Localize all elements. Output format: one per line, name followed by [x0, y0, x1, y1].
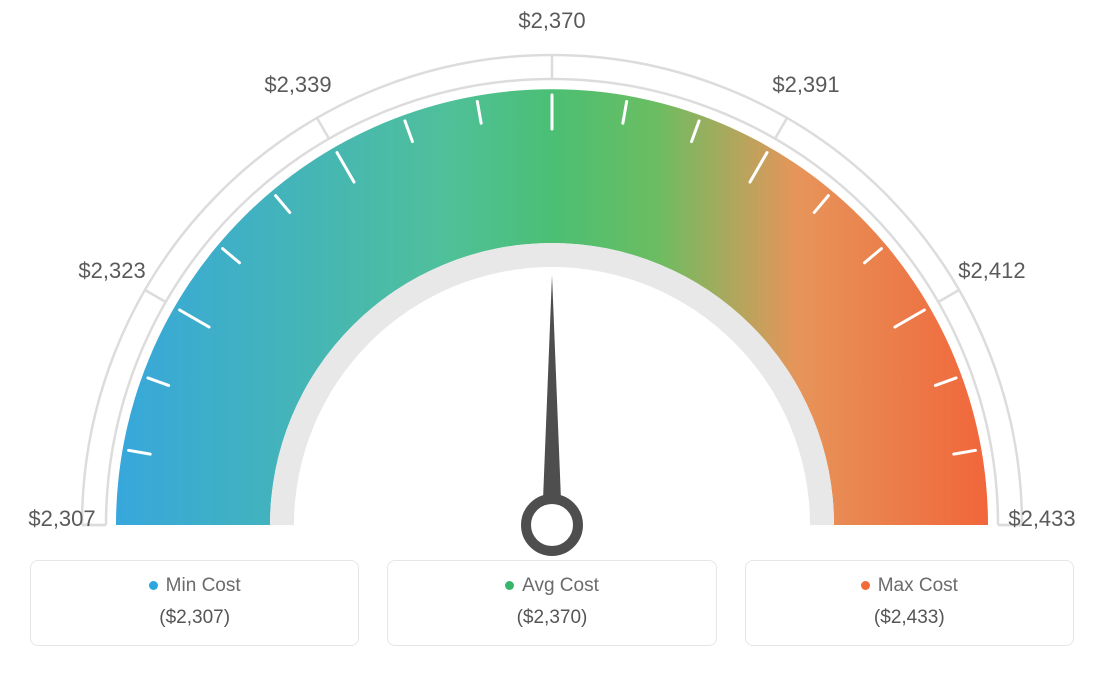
gauge-chart: $2,307 $2,323 $2,339 $2,370 $2,391 $2,412 $2,4…: [0, 0, 1104, 560]
legend-title-min: Min Cost: [41, 575, 348, 597]
legend-card-min: Min Cost ($2,307): [30, 560, 359, 646]
gauge-tick-label: $2,307: [28, 506, 95, 532]
legend-label-max: Max Cost: [878, 575, 958, 596]
gauge-tick-label: $2,323: [78, 258, 145, 284]
legend-value-min: ($2,307): [41, 607, 348, 629]
legend-value-avg: ($2,370): [398, 607, 705, 629]
gauge-svg: [0, 0, 1104, 560]
legend-card-max: Max Cost ($2,433): [745, 560, 1074, 646]
legend-label-min: Min Cost: [166, 575, 241, 596]
gauge-tick-label: $2,433: [1008, 506, 1075, 532]
legend-title-max: Max Cost: [756, 575, 1063, 597]
dot-icon-max: [861, 581, 870, 590]
gauge-tick-label: $2,391: [772, 72, 839, 98]
legend: Min Cost ($2,307) Avg Cost ($2,370) Max …: [0, 560, 1104, 670]
legend-title-avg: Avg Cost: [398, 575, 705, 597]
legend-value-max: ($2,433): [756, 607, 1063, 629]
gauge-tick-label: $2,339: [264, 72, 331, 98]
gauge-tick-label: $2,412: [958, 258, 1025, 284]
dot-icon-avg: [505, 581, 514, 590]
legend-card-avg: Avg Cost ($2,370): [387, 560, 716, 646]
dot-icon-min: [149, 581, 158, 590]
legend-label-avg: Avg Cost: [522, 575, 599, 596]
gauge-tick-label: $2,370: [518, 8, 585, 34]
